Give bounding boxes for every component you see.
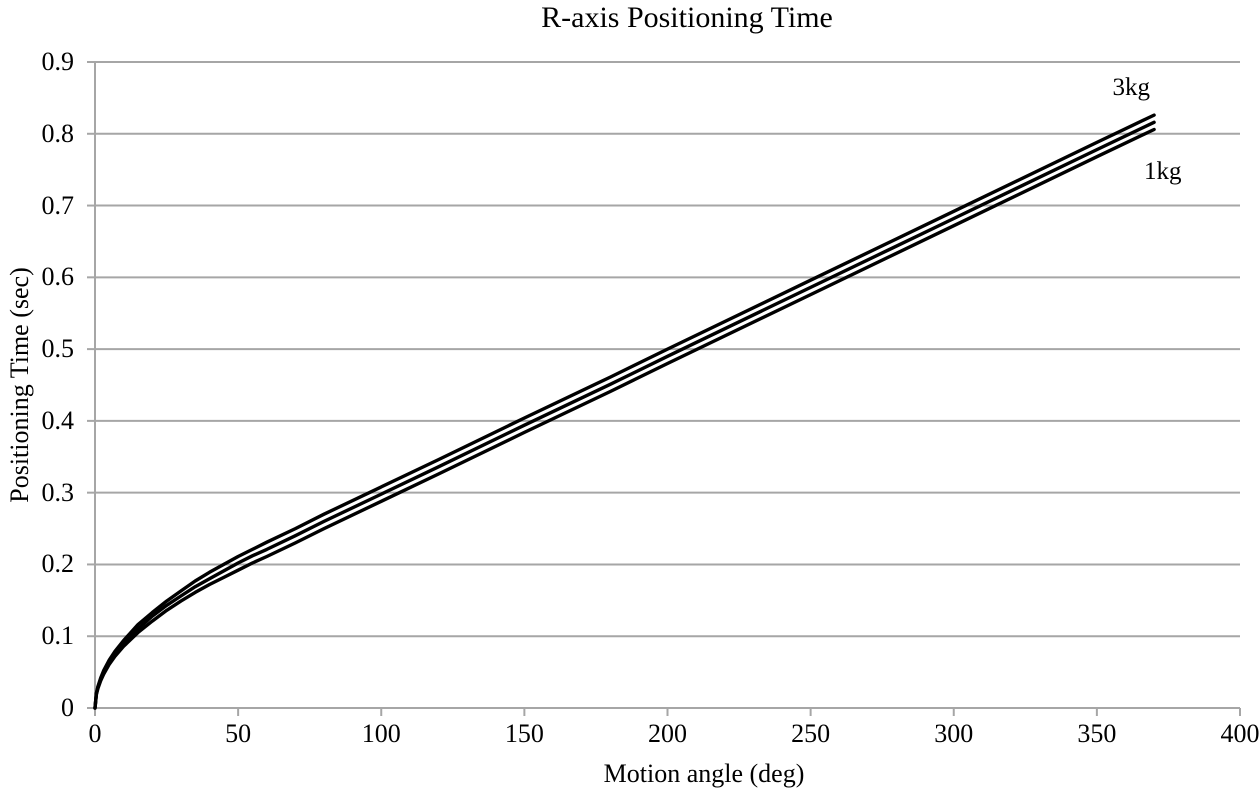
x-tick-label: 350 [1077,719,1117,748]
y-tick-label: 0.7 [41,190,75,220]
y-tick-label: 0.8 [41,118,75,148]
series-label-3kg: 3kg [1112,73,1150,101]
y-tick-label: 0.6 [41,262,75,292]
y-tick-label: 0.5 [41,334,75,364]
x-tick-label: 200 [648,719,687,748]
y-tick-label: 0.1 [41,621,75,651]
x-tick-label: 300 [934,719,974,748]
y-tick-label: 0.4 [41,405,75,435]
x-tick-label: 50 [225,719,252,748]
series-line-1kg [93,127,1156,710]
x-tick-label: 100 [361,719,401,748]
x-tick-label: 250 [791,719,831,748]
y-tick-label: 0 [61,693,74,722]
x-tick-label: 0 [88,719,102,748]
y-tick-label: 0.3 [41,477,75,507]
y-axis-title: Positioning Time (sec) [5,267,34,503]
x-tick-label: 400 [1220,719,1260,748]
series-label-1kg: 1kg [1143,157,1182,185]
chart-title: R-axis Positioning Time [541,1,833,34]
y-tick-label: 0.2 [41,549,75,579]
x-axis-title: Motion angle (deg) [603,759,805,788]
x-tick-label: 150 [504,719,544,748]
series-line-middle-series [93,120,1156,710]
y-tick-label: 0.9 [41,47,75,76]
